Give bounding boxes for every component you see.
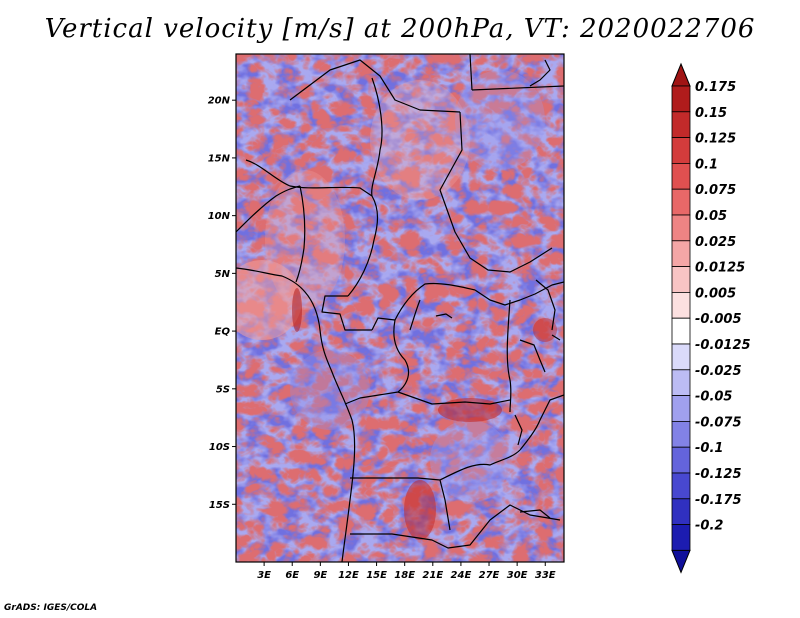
colorbar-label: 0.15 (695, 106, 727, 121)
lon-tick-label: 33E (535, 570, 556, 581)
latitude-axis: 20N 15N 10N 5N EQ 5S 10S 15S (208, 96, 236, 511)
lon-tick-label: 24E (451, 570, 472, 581)
colorbar-label: 0.1 (695, 157, 718, 172)
colorbar-top-arrow (671, 62, 691, 87)
lon-tick-label: 27E (479, 570, 500, 581)
lon-tick-label: 6E (285, 570, 299, 581)
lon-tick-label: 18E (394, 570, 415, 581)
longitude-axis: 3E 6E 9E 12E 15E 18E 21E 24E 27E 30E 33E (257, 562, 556, 581)
map-frame (235, 53, 565, 563)
vertical-velocity-field (236, 54, 564, 562)
colorbar-label: -0.075 (695, 415, 742, 430)
colorbar-label: -0.175 (695, 493, 742, 508)
lon-tick-label: 30E (507, 570, 528, 581)
lat-tick-label: EQ (215, 327, 231, 338)
colorbar-label: 0.075 (695, 183, 736, 198)
lon-tick-label: 15E (366, 570, 387, 581)
colorbar-label: -0.125 (695, 467, 742, 482)
colorbar-swatch (671, 266, 691, 293)
colorbar-label: -0.2 (695, 519, 723, 534)
colorbar-swatch (671, 446, 691, 474)
colorbar-label: 0.005 (695, 286, 736, 301)
colorbar-swatch (671, 111, 691, 139)
colorbar-bottom-arrow (671, 549, 691, 574)
colorbar-swatch (671, 188, 691, 216)
lon-tick-label: 21E (422, 570, 443, 581)
colorbar-swatch (671, 162, 691, 190)
colorbar-swatch (671, 524, 691, 551)
lat-tick-label: 5S (216, 384, 230, 395)
colorbar-swatch (671, 472, 691, 500)
lat-tick-label: 15S (209, 500, 230, 511)
colorbar-label: 0.175 (695, 80, 736, 95)
colorbar-label: -0.05 (695, 390, 732, 405)
map-title: Vertical velocity [m/s] at 200hPa, VT: 2… (44, 14, 756, 44)
colorbar: 0.175 0.15 0.125 0.1 0.075 0.05 0.025 0.0125 0.0… (671, 62, 751, 574)
colorbar-swatch (671, 291, 691, 319)
lat-tick-label: 10S (209, 442, 230, 453)
lon-tick-label: 9E (313, 570, 327, 581)
colorbar-swatch (671, 343, 691, 371)
lat-tick-label: 10N (208, 211, 231, 222)
colorbar-label: -0.1 (695, 441, 723, 456)
colorbar-swatch (671, 214, 691, 242)
colorbar-swatch (671, 137, 691, 164)
colorbar-label: 0.125 (695, 132, 736, 147)
colorbar-swatch (671, 369, 691, 396)
country-boundaries (236, 54, 564, 562)
lat-tick-label: 5N (215, 269, 231, 280)
colorbar-label: 0.0125 (695, 261, 745, 276)
colorbar-swatch (671, 317, 691, 345)
lon-tick-label: 3E (257, 570, 271, 581)
colorbar-label: 0.05 (695, 209, 727, 224)
colorbar-label: -0.0125 (695, 338, 751, 353)
lat-tick-label: 15N (208, 153, 231, 164)
lon-tick-label: 12E (338, 570, 359, 581)
colorbar-label: 0.025 (695, 235, 736, 250)
lat-tick-label: 20N (208, 96, 231, 107)
grads-credit: GrADS: IGES/COLA (4, 603, 98, 613)
colorbar-swatch (671, 395, 691, 422)
colorbar-label: -0.005 (695, 312, 742, 327)
colorbar-swatch (671, 85, 691, 113)
colorbar-swatch (671, 240, 691, 268)
colorbar-label: -0.025 (695, 364, 742, 379)
colorbar-swatch (671, 498, 691, 525)
colorbar-swatch (671, 420, 691, 448)
